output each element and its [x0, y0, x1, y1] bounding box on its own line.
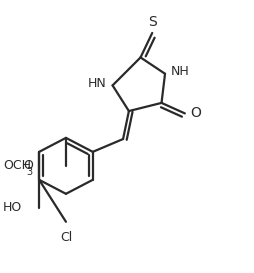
Text: HN: HN	[88, 77, 106, 90]
Text: Cl: Cl	[60, 231, 72, 244]
Text: 3: 3	[26, 167, 32, 177]
Text: OCH: OCH	[3, 159, 31, 172]
Text: HO: HO	[2, 201, 22, 214]
Text: NH: NH	[170, 65, 189, 78]
Text: O: O	[23, 159, 33, 172]
Text: O: O	[189, 106, 200, 120]
Text: S: S	[147, 15, 156, 29]
